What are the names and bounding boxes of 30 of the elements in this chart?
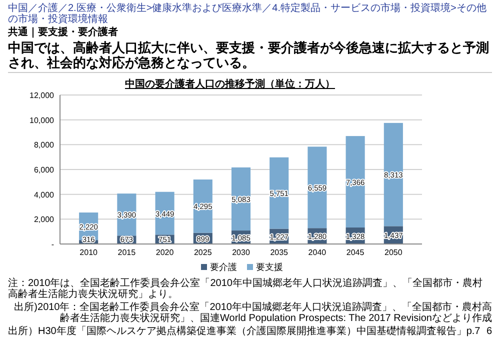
text: 共通｜要支援・要介護者 — [8, 27, 119, 38]
x-tick-label: 2035 — [270, 248, 289, 257]
x-tick-label: 2040 — [308, 248, 327, 257]
x-tick-label: 2030 — [232, 248, 250, 257]
y-tick-label: 10,000 — [30, 116, 55, 125]
text: 中国／介護／2.医療・公衆衛生>健康水準および医療水準／4.特定製品・サービスの市場・投資環境>その他の市場・投資環境情報 — [8, 3, 488, 25]
y-tick-label: 4,000 — [34, 190, 55, 200]
legend-label: 要支援 — [256, 262, 283, 272]
y-tick-label: 12,000 — [30, 91, 55, 100]
y-tick-label: - — [51, 240, 54, 249]
x-tick-label: 2050 — [384, 248, 403, 257]
x-tick-label: 2020 — [156, 248, 174, 257]
x-tick-label: 2015 — [118, 248, 136, 257]
text: 出所)2010年：全国老齢工作委員会弁公室「2010年中国城郷老年人口状況追跡調査」、「全国都市・農村高齢者生活能力喪失状況研究」、国連World Population Prospects: The 2017 Revisionなどより作成 — [13, 302, 492, 324]
y-tick-label: 6,000 — [34, 166, 55, 174]
x-tick-label: 2045 — [346, 248, 365, 257]
legend-label: 要介護 — [210, 262, 237, 272]
bar — [308, 146, 327, 228]
text: 注：2010年は、全国老齢工作委員会弁公室「2010年中国城郷老年人口状況追跡調査」、「全国都市・農村高齢者生活能力喪失状況研究」より。 — [8, 278, 484, 300]
y-tick-label: 8,000 — [34, 140, 55, 150]
bar — [384, 122, 403, 226]
chart-title: 中国の要介護者人口の推移予測（単位：万人） — [125, 78, 335, 90]
x-tick-label: 2025 — [194, 248, 212, 257]
text: 6 — [486, 326, 492, 337]
x-tick-label: 2010 — [80, 248, 98, 257]
bar — [270, 157, 289, 229]
bar — [346, 136, 365, 228]
text: 出所）H30年度「国際ヘルスケア拠点構築促進事業（介護国際展開推進事業）中国基礎情報調査報告」p.7 — [8, 326, 480, 337]
chart-subtitle: 中国では、高齢者人口拡大に伴い、要支援・要介護者が今後急速に拡大すると予測され、社会的な対応が急務となっている。 — [8, 40, 492, 73]
y-tick-label: 2,000 — [34, 215, 55, 224]
